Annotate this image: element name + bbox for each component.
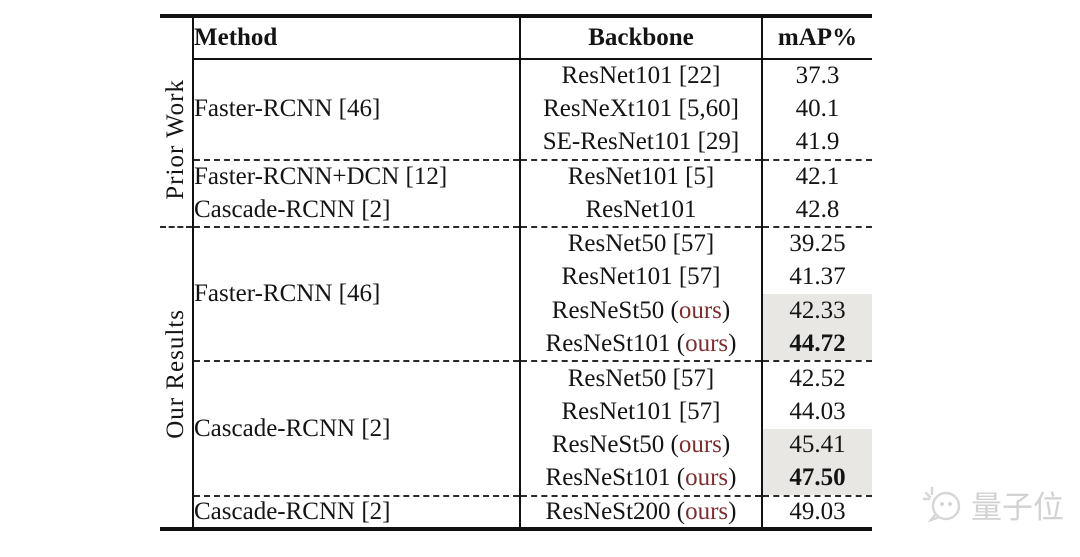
backbone-cell: ResNet101 <box>519 193 762 227</box>
watermark: 量子位 <box>922 482 1064 527</box>
ours-label: ours <box>685 464 729 492</box>
map-cell: 41.37 <box>761 260 872 295</box>
ours-label: ours <box>678 431 722 459</box>
backbone-cell: ResNeSt101 (ours) <box>519 462 762 496</box>
backbone-cell: ResNet50 [57] <box>519 360 762 395</box>
backbone-name: ResNeSt50 ( <box>551 431 679 459</box>
table-row: ResNeSt101 (ours) 47.50 <box>160 462 872 496</box>
group-label-our-results: Our Results <box>160 225 193 530</box>
method-cell: Faster-RCNN [46] <box>192 225 520 362</box>
map-cell: 42.1 <box>761 158 872 194</box>
backbone-cell: ResNet101 [57] <box>519 394 762 429</box>
map-cell: 42.8 <box>761 193 872 227</box>
map-cell-highlighted: 45.41 <box>761 428 872 463</box>
col-header-backbone: Backbone <box>519 16 762 60</box>
group-label-text: Prior Work <box>162 78 189 200</box>
map-cell: 49.03 <box>761 494 872 530</box>
backbone-cell: ResNeXt101 [5,60] <box>519 92 762 127</box>
map-cell: 42.52 <box>761 360 872 395</box>
backbone-name: ResNeSt101 ( <box>545 330 686 358</box>
table-row: ResNet101 [57] 41.37 <box>160 260 872 295</box>
table-row: Prior Work Faster-RCNN [46] ResNet101 [2… <box>160 59 872 199</box>
paren-close: ) <box>721 431 731 459</box>
table-row: Cascade-RCNN [2] ResNeSt200 (ours) 49.03 <box>160 494 872 530</box>
ours-label: ours <box>685 498 729 526</box>
map-cell-highlighted: 42.33 <box>761 294 872 328</box>
map-cell: 44.03 <box>761 394 872 429</box>
table-row: SE-ResNet101 [29] 41.9 <box>160 126 872 160</box>
map-cell-highlighted-best: 47.50 <box>761 462 872 496</box>
ours-label: ours <box>678 296 722 324</box>
backbone-cell: ResNet50 [57] <box>519 225 762 261</box>
table-row: ResNeSt50 (ours) 42.33 <box>160 294 872 328</box>
header-row: Method Backbone mAP% <box>160 16 872 60</box>
table-row: Cascade-RCNN [2] ResNet101 42.8 <box>160 193 872 227</box>
method-cell: Cascade-RCNN [2] <box>192 494 520 530</box>
map-cell-highlighted-best: 44.72 <box>761 327 872 362</box>
backbone-cell: ResNet101 [57] <box>519 260 762 295</box>
backbone-cell: ResNet101 [5] <box>519 158 762 194</box>
group-column-header <box>160 16 193 59</box>
col-header-method: Method <box>192 16 520 60</box>
method-cell: Faster-RCNN [46] <box>192 59 520 160</box>
backbone-cell: ResNet101 [22] <box>519 59 762 93</box>
backbone-cell: ResNeSt50 (ours) <box>519 428 762 463</box>
backbone-name: ResNeSt101 ( <box>545 464 686 492</box>
backbone-cell: ResNeSt50 (ours) <box>519 294 762 328</box>
backbone-cell: ResNeSt101 (ours) <box>519 327 762 362</box>
col-header-map: mAP% <box>761 16 872 60</box>
paren-close: ) <box>728 498 737 526</box>
table-row: Faster-RCNN+DCN [12] ResNet101 [5] 42.1 <box>160 158 872 194</box>
map-cell: 40.1 <box>761 92 872 127</box>
table-row: ResNeSt50 (ours) 45.41 <box>160 428 872 463</box>
backbone-cell: SE-ResNet101 [29] <box>519 126 762 160</box>
group-label-text: Our Results <box>162 309 189 440</box>
method-cell: Cascade-RCNN [2] <box>192 193 520 227</box>
backbone-name: ResNeSt200 ( <box>545 498 686 526</box>
map-cell: 39.25 <box>761 225 872 261</box>
paren-close: ) <box>728 464 737 492</box>
backbone-cell: ResNeSt200 (ours) <box>519 494 762 530</box>
method-cell: Faster-RCNN+DCN [12] <box>192 158 520 194</box>
map-cell: 37.3 <box>761 59 872 93</box>
table-row: Cascade-RCNN [2] ResNet50 [57] 42.52 <box>160 360 872 496</box>
table-row: ResNeSt101 (ours) 44.72 <box>160 327 872 362</box>
paren-close: ) <box>721 296 731 324</box>
paren-close: ) <box>728 330 737 358</box>
watermark-text: 量子位 <box>971 490 1064 526</box>
table-row: ResNet101 [57] 44.03 <box>160 394 872 429</box>
results-table: Method Backbone mAP% Prior Work Faster-R… <box>160 14 872 532</box>
backbone-name: ResNeSt50 ( <box>551 296 679 324</box>
qbitai-logo-icon <box>922 486 961 522</box>
ours-label: ours <box>685 330 729 358</box>
group-label-prior-work: Prior Work <box>160 59 193 227</box>
method-cell: Cascade-RCNN [2] <box>192 360 520 496</box>
table-row: ResNeXt101 [5,60] 40.1 <box>160 92 872 127</box>
map-cell: 41.9 <box>761 126 872 160</box>
table-row: Our Results Faster-RCNN [46] ResNet50 [5… <box>160 225 872 530</box>
